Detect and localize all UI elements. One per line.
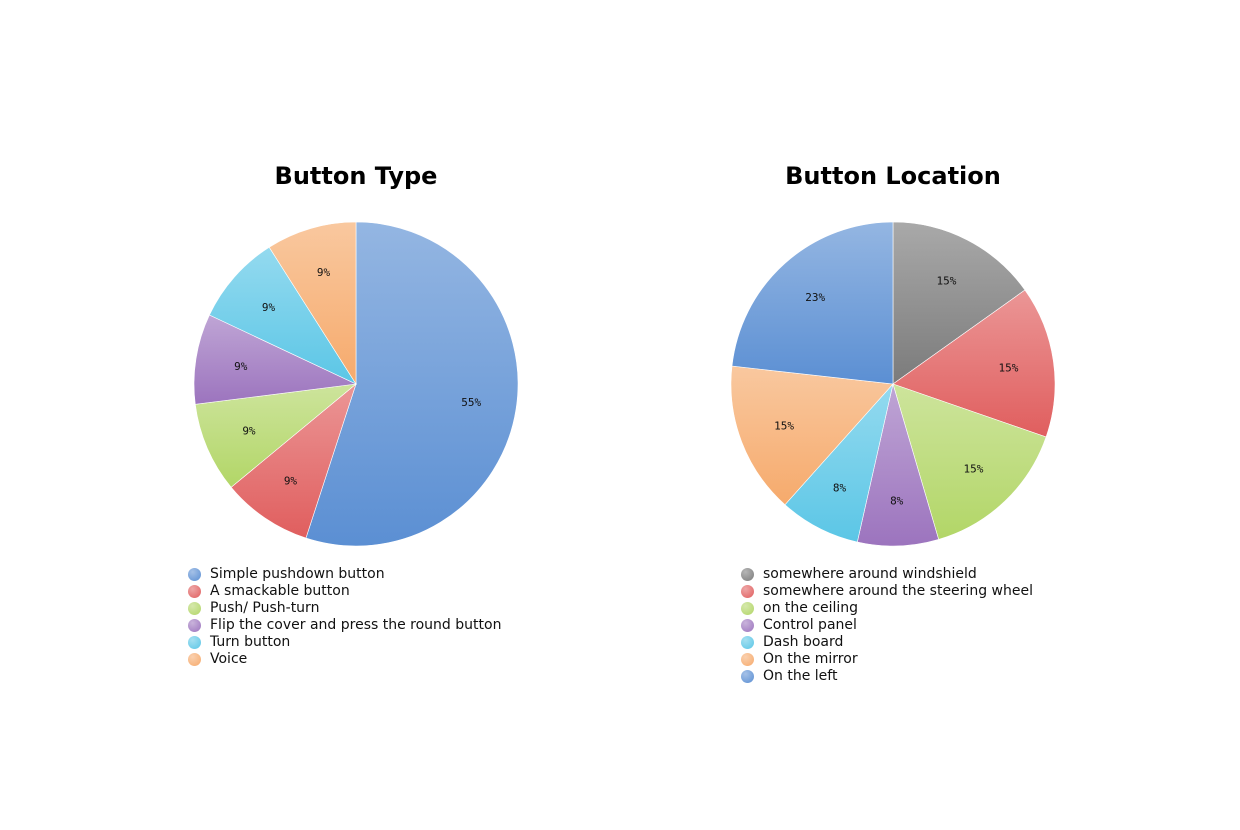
legend-item: on the ceiling bbox=[741, 600, 1033, 617]
legend-item: On the mirror bbox=[741, 651, 1033, 668]
pie-slice-0-1 bbox=[230, 383, 357, 539]
legend-item: Push/ Push-turn bbox=[188, 600, 501, 617]
legend-swatch bbox=[188, 585, 201, 598]
slice-value-label-0-2: 9% bbox=[242, 424, 256, 437]
chart-title-button-location: Button Location bbox=[785, 162, 1001, 190]
legend-swatch bbox=[741, 619, 754, 632]
legend-label: somewhere around windshield bbox=[763, 566, 977, 582]
legend-swatch bbox=[188, 619, 201, 632]
legend-item: Turn button bbox=[188, 634, 501, 651]
slice-value-label-1-6: 23% bbox=[805, 291, 825, 304]
slice-value-label-1-5: 15% bbox=[774, 420, 794, 433]
legend-swatch bbox=[188, 602, 201, 615]
legend-label: Control panel bbox=[763, 617, 857, 633]
pie-slice-0-5 bbox=[268, 221, 357, 386]
pie-slice-0-2 bbox=[194, 383, 357, 488]
legend-swatch bbox=[741, 568, 754, 581]
legend-item: somewhere around windshield bbox=[741, 566, 1033, 583]
slice-value-label-1-4: 8% bbox=[833, 482, 847, 495]
legend-swatch bbox=[741, 670, 754, 683]
legend-swatch bbox=[741, 585, 754, 598]
legend-label: Voice bbox=[210, 651, 248, 667]
pie-slice-0-4 bbox=[209, 246, 357, 385]
slice-value-label-0-4: 9% bbox=[262, 301, 276, 314]
pie-slice-0-0 bbox=[305, 221, 519, 547]
legend-label: Flip the cover and press the round butto… bbox=[210, 617, 502, 633]
pie-chart-button-location: 15% 15% 15% 8% 8% 15% 23% bbox=[730, 221, 1056, 547]
legend-label: Dash board bbox=[763, 634, 844, 650]
pie-slice-1-2 bbox=[892, 383, 1047, 540]
legend-swatch bbox=[188, 636, 201, 649]
slice-value-label-1-0: 15% bbox=[937, 274, 957, 287]
legend-label: on the ceiling bbox=[763, 600, 859, 616]
pie-slice-0-3 bbox=[193, 314, 358, 405]
slice-value-label-0-3: 9% bbox=[234, 360, 248, 373]
legend-item: somewhere around the steering wheel bbox=[741, 583, 1033, 600]
legend-item: Control panel bbox=[741, 617, 1033, 634]
slice-value-label-1-1: 15% bbox=[999, 361, 1019, 374]
legend-swatch bbox=[741, 636, 754, 649]
legend-label: Push/ Push-turn bbox=[210, 600, 320, 616]
legend-item: A smackable button bbox=[188, 583, 501, 600]
legend-label: A smackable button bbox=[210, 583, 350, 599]
chart-title-button-type: Button Type bbox=[274, 162, 438, 190]
legend-label: On the left bbox=[763, 668, 838, 684]
pie-slice-1-6 bbox=[731, 221, 894, 385]
legend-button-type: Simple pushdown button A smackable button… bbox=[188, 566, 501, 668]
legend-swatch bbox=[188, 568, 201, 581]
legend-label: Simple pushdown button bbox=[210, 566, 385, 582]
slice-value-label-0-5: 9% bbox=[317, 266, 331, 279]
pie-slice-1-0 bbox=[892, 221, 1026, 385]
legend-swatch bbox=[741, 602, 754, 615]
legend-item: Voice bbox=[188, 651, 501, 668]
slice-value-label-1-3: 8% bbox=[890, 495, 904, 508]
legend-item: Flip the cover and press the round butto… bbox=[188, 617, 501, 634]
legend-swatch bbox=[741, 653, 754, 666]
pie-slice-1-1 bbox=[892, 289, 1056, 438]
pie-slice-1-5 bbox=[730, 365, 894, 506]
legend-item: Simple pushdown button bbox=[188, 566, 501, 583]
legend-item: On the left bbox=[741, 668, 1033, 685]
legend-item: Dash board bbox=[741, 634, 1033, 651]
legend-button-location: somewhere around windshield somewhere aro… bbox=[741, 566, 1033, 685]
slice-value-label-0-1: 9% bbox=[284, 474, 298, 487]
legend-label: somewhere around the steering wheel bbox=[763, 583, 1033, 599]
slice-value-label-1-2: 15% bbox=[964, 462, 984, 475]
legend-label: Turn button bbox=[210, 634, 291, 650]
pie-chart-button-type: 55% 9% 9% 9% 9% 9% bbox=[193, 221, 519, 547]
legend-swatch bbox=[188, 653, 201, 666]
slice-value-label-0-0: 55% bbox=[461, 396, 481, 409]
legend-label: On the mirror bbox=[763, 651, 858, 667]
